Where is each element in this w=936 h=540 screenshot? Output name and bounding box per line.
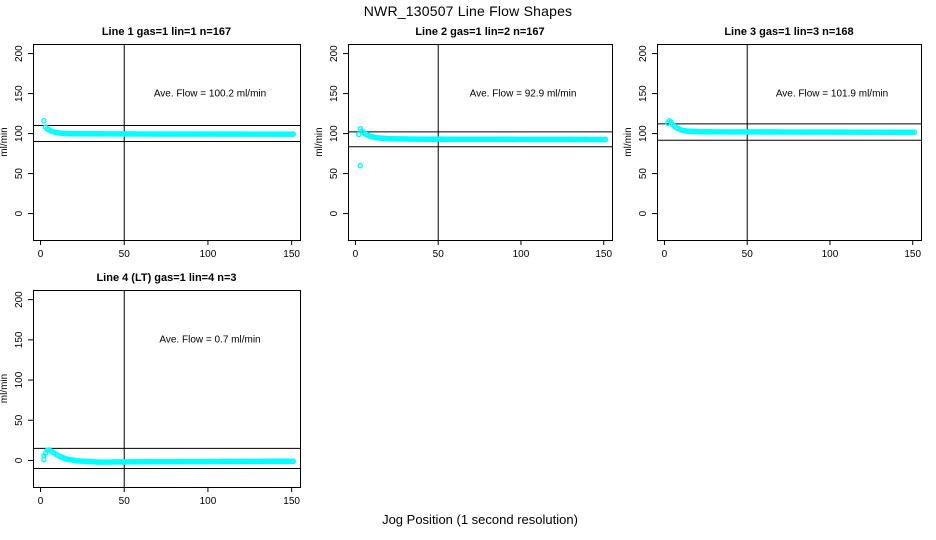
y-tick-label: 100 bbox=[329, 125, 340, 142]
x-tick-label: 150 bbox=[595, 249, 612, 260]
subplot-title-line-4: Line 4 (LT) gas=1 lin=4 n=3 bbox=[96, 272, 237, 284]
y-axis-title: ml/min bbox=[0, 127, 10, 156]
x-axis: 0 50 100 150 bbox=[353, 240, 613, 260]
data-point bbox=[602, 136, 609, 143]
y-tick-label: 100 bbox=[14, 125, 25, 142]
x-tick-label: 50 bbox=[119, 249, 131, 260]
y-tick-label: 100 bbox=[14, 371, 25, 388]
ave-flow-annotation-line-2: Ave. Flow = 92.9 ml/min bbox=[469, 88, 577, 100]
data-point bbox=[41, 118, 47, 124]
x-tick-label: 150 bbox=[283, 496, 300, 507]
plot-box bbox=[348, 44, 613, 241]
x-tick-label: 0 bbox=[38, 249, 44, 260]
y-tick-label: 50 bbox=[329, 168, 340, 180]
subplot-line-3: 0 50 100 150 0 50 100 150 200 ml/min bbox=[623, 44, 922, 260]
plot-box bbox=[657, 44, 922, 241]
x-tick-label: 100 bbox=[822, 249, 839, 260]
data-point bbox=[911, 129, 918, 136]
data-point bbox=[290, 131, 297, 137]
x-tick-label: 100 bbox=[200, 496, 217, 507]
subplot-title-line-3: Line 3 gas=1 lin=3 n=168 bbox=[724, 26, 854, 38]
y-axis: 0 50 100 150 200 bbox=[638, 45, 657, 216]
ave-flow-annotation-line-1: Ave. Flow = 100.2 ml/min bbox=[153, 88, 267, 100]
y-tick-label: 200 bbox=[14, 45, 25, 62]
x-axis-label: Jog Position (1 second resolution) bbox=[382, 512, 578, 527]
y-tick-label: 200 bbox=[14, 291, 25, 308]
ave-flow-annotation-line-3: Ave. Flow = 101.9 ml/min bbox=[775, 88, 889, 100]
y-axis: 0 50 100 150 200 bbox=[14, 45, 33, 216]
outlier-point bbox=[357, 162, 364, 169]
x-axis: 0 50 100 150 bbox=[38, 240, 300, 260]
data-points bbox=[41, 447, 297, 465]
y-axis-title: ml/min bbox=[314, 127, 325, 156]
y-tick-label: 200 bbox=[638, 45, 649, 62]
y-tick-label: 0 bbox=[14, 457, 25, 463]
y-axis: 0 50 100 150 200 bbox=[14, 291, 33, 463]
y-tick-label: 200 bbox=[329, 45, 340, 62]
x-tick-label: 50 bbox=[119, 496, 131, 507]
subplot-title-line-2: Line 2 gas=1 lin=2 n=167 bbox=[415, 26, 545, 38]
x-axis: 0 50 100 150 bbox=[38, 487, 300, 507]
data-point bbox=[355, 131, 362, 138]
plot-box bbox=[33, 44, 301, 241]
x-tick-label: 50 bbox=[433, 249, 445, 260]
y-tick-label: 150 bbox=[14, 85, 25, 102]
y-tick-label: 150 bbox=[329, 85, 340, 102]
outlier-point bbox=[41, 452, 47, 459]
subplot-title-line-1: Line 1 gas=1 lin=1 n=167 bbox=[101, 26, 232, 38]
x-tick-label: 50 bbox=[742, 249, 754, 260]
y-tick-label: 50 bbox=[638, 168, 649, 180]
y-tick-label: 150 bbox=[14, 331, 25, 348]
x-tick-label: 100 bbox=[513, 249, 530, 260]
data-points bbox=[41, 118, 297, 137]
x-tick-label: 100 bbox=[200, 249, 217, 260]
x-tick-label: 150 bbox=[904, 249, 921, 260]
y-tick-label: 150 bbox=[638, 85, 649, 102]
x-tick-label: 0 bbox=[353, 249, 359, 260]
x-axis: 0 50 100 150 bbox=[662, 240, 922, 260]
y-tick-label: 0 bbox=[14, 210, 25, 216]
y-tick-label: 0 bbox=[329, 210, 340, 216]
y-axis-title: ml/min bbox=[623, 127, 634, 156]
data-points bbox=[664, 118, 918, 136]
subplot-line-2: 0 50 100 150 0 50 100 150 200 ml/min bbox=[314, 44, 613, 260]
x-tick-label: 0 bbox=[38, 496, 44, 507]
ave-flow-annotation-line-4: Ave. Flow = 0.7 ml/min bbox=[159, 334, 261, 346]
y-tick-label: 100 bbox=[638, 125, 649, 142]
y-axis: 0 50 100 150 200 bbox=[329, 45, 348, 216]
figure-title: NWR_130507 Line Flow Shapes bbox=[363, 3, 573, 19]
y-tick-label: 50 bbox=[14, 414, 25, 426]
subplot-line-4: 0 50 100 150 0 50 100 150 200 ml/min bbox=[0, 290, 301, 507]
y-tick-label: 50 bbox=[14, 168, 25, 180]
x-tick-label: 0 bbox=[662, 249, 668, 260]
y-tick-label: 0 bbox=[638, 210, 649, 216]
data-point bbox=[290, 458, 297, 465]
subplot-line-1: 0 50 100 150 0 50 100 150 200 ml/min bbox=[0, 44, 301, 260]
plot-box bbox=[33, 290, 301, 488]
data-points bbox=[355, 126, 609, 169]
x-tick-label: 150 bbox=[283, 249, 300, 260]
y-axis-title: ml/min bbox=[0, 374, 10, 403]
